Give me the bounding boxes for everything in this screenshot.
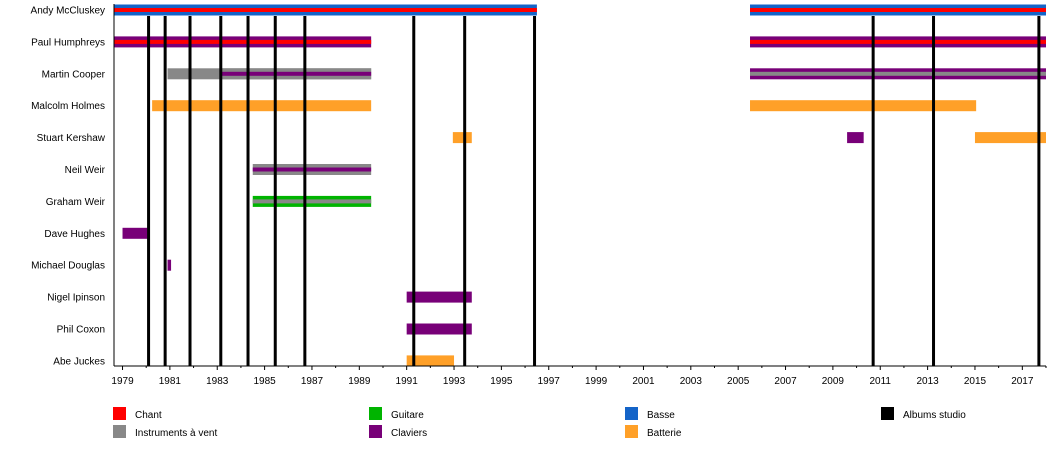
x-tick-label: 1983 [206, 376, 229, 387]
album-line [1037, 16, 1041, 366]
legend-label: Albums studio [903, 410, 966, 421]
member-label: Michael Douglas [31, 261, 105, 272]
album-line [188, 16, 192, 366]
x-tick-label: 1987 [301, 376, 324, 387]
member-label: Dave Hughes [44, 229, 105, 240]
role-bar-inner [750, 71, 1046, 76]
album-line [163, 16, 167, 366]
x-tick-label: 1985 [253, 376, 276, 387]
album-line [871, 16, 875, 366]
legend-label: Guitare [391, 410, 424, 421]
member-label: Paul Humphreys [31, 37, 105, 48]
role-bar [167, 259, 172, 271]
album-line [533, 16, 537, 366]
x-tick-label: 1979 [111, 376, 134, 387]
x-tick-label: 2015 [964, 376, 987, 387]
member-label: Nigel Ipinson [47, 293, 105, 304]
legend-swatch [625, 407, 638, 420]
x-tick-label: 2003 [680, 376, 703, 387]
x-tick-label: 1991 [396, 376, 419, 387]
member-label: Andy McCluskey [31, 6, 105, 17]
album-line [932, 16, 936, 366]
legend-swatch [369, 425, 382, 438]
role-bar-inner [221, 71, 372, 76]
x-tick-label: 1989 [348, 376, 371, 387]
role-bar-inner [114, 8, 537, 12]
role-bar-inner [750, 39, 1046, 44]
legend-swatch [369, 407, 382, 420]
member-label: Stuart Kershaw [37, 133, 106, 144]
x-tick-label: 2009 [822, 376, 845, 387]
album-line [303, 16, 307, 366]
member-label: Martin Cooper [42, 69, 106, 80]
legend-swatch [625, 425, 638, 438]
album-line [412, 16, 416, 366]
x-tick-label: 1981 [159, 376, 182, 387]
album-line [219, 16, 223, 366]
role-bar [452, 132, 472, 144]
legend-label: Claviers [391, 428, 427, 439]
x-tick-label: 2001 [632, 376, 655, 387]
legend-swatch [113, 407, 126, 420]
album-line [147, 16, 151, 366]
x-tick-label: 2005 [727, 376, 750, 387]
x-tick-label: 1993 [443, 376, 466, 387]
x-tick-label: 2013 [916, 376, 939, 387]
x-tick-label: 1997 [538, 376, 561, 387]
role-bar [406, 291, 472, 303]
role-bar-inner [114, 39, 372, 44]
legend-label: Instruments à vent [135, 428, 217, 439]
role-bar [152, 100, 372, 112]
role-bar [847, 132, 864, 144]
role-bar [974, 132, 1046, 144]
role-bar [406, 323, 472, 335]
album-line [463, 16, 467, 366]
album-line [273, 16, 277, 366]
x-tick-label: 1999 [585, 376, 608, 387]
legend-label: Basse [647, 410, 675, 421]
role-bar [122, 227, 148, 239]
x-tick-label: 2007 [774, 376, 797, 387]
member-label: Graham Weir [46, 197, 106, 208]
album-line [246, 16, 250, 366]
x-tick-label: 2017 [1011, 376, 1034, 387]
member-label: Neil Weir [65, 165, 106, 176]
legend-label: Batterie [647, 428, 682, 439]
legend-swatch [881, 407, 894, 420]
x-tick-label: 2011 [869, 376, 891, 387]
legend-swatch [113, 425, 126, 438]
member-label: Malcolm Holmes [31, 101, 105, 112]
x-tick-label: 1995 [490, 376, 513, 387]
role-bar-inner [252, 199, 372, 204]
role-bar-inner [750, 8, 1046, 12]
member-label: Abe Juckes [53, 356, 105, 367]
role-bar [750, 100, 977, 112]
legend-label: Chant [135, 410, 162, 421]
member-label: Phil Coxon [57, 325, 105, 336]
role-bar-inner [252, 167, 372, 172]
role-bar [406, 355, 455, 367]
